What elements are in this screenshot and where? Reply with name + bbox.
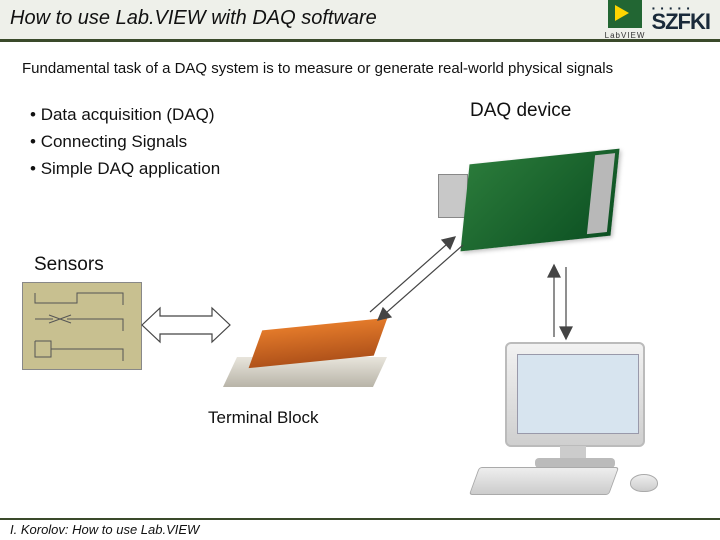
szfki-logo: ·····SZFKI [651,3,710,34]
arrow-sensors-terminal [140,300,232,350]
sensors-schematic-icon [23,283,143,371]
terminal-block-label: Terminal Block [208,408,319,428]
labview-logo-label: LabVIEW [605,31,646,40]
footer: I. Korolov: How to use Lab.VIEW [0,518,720,540]
labview-logo: LabVIEW [605,0,646,40]
bullet-item: Data acquisition (DAQ) [30,101,698,128]
sensors-icon [22,282,142,370]
intro-text: Fundamental task of a DAQ system is to m… [22,60,698,77]
slide-body: Fundamental task of a DAQ system is to m… [0,42,720,512]
labview-icon [608,0,642,28]
arrow-daq-computer [540,257,580,347]
title-bar: How to use Lab.VIEW with DAQ software La… [0,0,720,42]
arrow-terminal-daq [360,222,470,322]
daq-device-label: DAQ device [470,100,571,122]
slide-title: How to use Lab.VIEW with DAQ software [10,7,377,30]
sensors-label: Sensors [34,254,104,276]
computer-icon [470,342,670,502]
logo-group: LabVIEW ·····SZFKI [605,0,710,40]
footer-text: I. Korolov: How to use Lab.VIEW [10,522,199,537]
